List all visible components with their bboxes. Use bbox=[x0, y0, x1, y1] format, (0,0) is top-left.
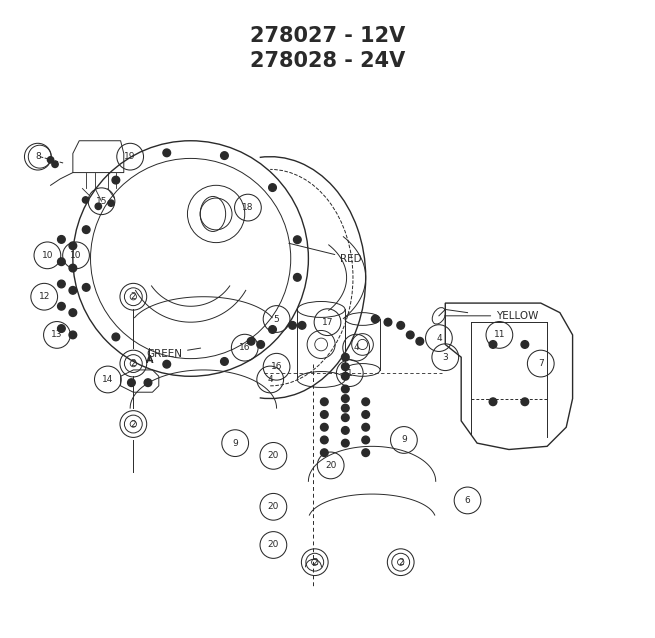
Circle shape bbox=[341, 440, 349, 447]
Circle shape bbox=[362, 398, 369, 406]
Text: 4: 4 bbox=[267, 375, 273, 384]
Circle shape bbox=[341, 363, 349, 371]
Circle shape bbox=[320, 398, 328, 406]
Circle shape bbox=[341, 404, 349, 412]
Text: 20: 20 bbox=[325, 461, 337, 470]
Text: 15: 15 bbox=[96, 197, 107, 205]
Circle shape bbox=[397, 322, 405, 329]
Circle shape bbox=[341, 373, 349, 380]
Circle shape bbox=[384, 318, 392, 326]
Circle shape bbox=[58, 258, 66, 265]
Circle shape bbox=[289, 322, 296, 329]
Text: 278028 - 24V: 278028 - 24V bbox=[250, 51, 405, 71]
Text: 5: 5 bbox=[274, 315, 280, 323]
Text: 1: 1 bbox=[347, 369, 352, 378]
Text: 10: 10 bbox=[42, 251, 53, 260]
Circle shape bbox=[298, 322, 306, 329]
Text: YELLOW: YELLOW bbox=[445, 311, 538, 321]
Circle shape bbox=[489, 341, 497, 348]
Circle shape bbox=[163, 149, 170, 157]
Circle shape bbox=[407, 331, 414, 339]
Circle shape bbox=[58, 235, 66, 243]
Circle shape bbox=[221, 358, 228, 366]
Circle shape bbox=[144, 379, 152, 387]
Circle shape bbox=[58, 325, 66, 332]
Circle shape bbox=[128, 379, 135, 387]
Circle shape bbox=[269, 325, 276, 333]
Text: 19: 19 bbox=[124, 152, 136, 161]
Circle shape bbox=[83, 226, 90, 234]
Text: 2: 2 bbox=[312, 558, 318, 567]
Circle shape bbox=[221, 152, 228, 160]
Text: GREEN: GREEN bbox=[146, 348, 200, 359]
Text: 20: 20 bbox=[268, 540, 279, 549]
Circle shape bbox=[521, 398, 529, 406]
Circle shape bbox=[95, 203, 102, 209]
Circle shape bbox=[416, 338, 424, 345]
Circle shape bbox=[293, 274, 301, 281]
Circle shape bbox=[112, 333, 120, 341]
Circle shape bbox=[58, 280, 66, 288]
Text: 3: 3 bbox=[442, 353, 448, 362]
Text: 18: 18 bbox=[242, 203, 253, 212]
Circle shape bbox=[83, 283, 90, 291]
Circle shape bbox=[52, 161, 58, 168]
Text: 16: 16 bbox=[239, 343, 250, 352]
Circle shape bbox=[69, 331, 77, 339]
Circle shape bbox=[362, 424, 369, 431]
Circle shape bbox=[108, 200, 114, 206]
Circle shape bbox=[320, 411, 328, 419]
Text: 10: 10 bbox=[70, 251, 82, 260]
Circle shape bbox=[112, 176, 120, 184]
Circle shape bbox=[362, 436, 369, 444]
Text: A: A bbox=[145, 355, 153, 366]
Text: 278027 - 12V: 278027 - 12V bbox=[250, 26, 405, 46]
Text: 6: 6 bbox=[464, 496, 470, 505]
Circle shape bbox=[320, 424, 328, 431]
Text: 13: 13 bbox=[51, 330, 63, 339]
Circle shape bbox=[341, 427, 349, 434]
Circle shape bbox=[341, 395, 349, 403]
Text: 17: 17 bbox=[322, 318, 333, 327]
Circle shape bbox=[269, 184, 276, 191]
Text: 11: 11 bbox=[494, 330, 505, 339]
Text: 20: 20 bbox=[268, 502, 279, 511]
Text: 4: 4 bbox=[436, 334, 441, 343]
Text: 9: 9 bbox=[233, 439, 238, 448]
Circle shape bbox=[362, 411, 369, 419]
Circle shape bbox=[69, 264, 77, 272]
Circle shape bbox=[69, 242, 77, 249]
Circle shape bbox=[83, 197, 89, 203]
Circle shape bbox=[320, 436, 328, 444]
Circle shape bbox=[341, 414, 349, 422]
Circle shape bbox=[163, 360, 170, 368]
Text: 8: 8 bbox=[35, 152, 41, 161]
Text: 2: 2 bbox=[130, 292, 136, 301]
Circle shape bbox=[248, 338, 255, 345]
Circle shape bbox=[69, 309, 77, 316]
Text: 12: 12 bbox=[39, 292, 50, 301]
Circle shape bbox=[293, 236, 301, 244]
Circle shape bbox=[341, 385, 349, 393]
Circle shape bbox=[257, 341, 265, 348]
Circle shape bbox=[371, 315, 379, 323]
Text: 20: 20 bbox=[268, 451, 279, 461]
Text: 7: 7 bbox=[538, 359, 544, 368]
Circle shape bbox=[69, 286, 77, 294]
Text: 2: 2 bbox=[130, 420, 136, 429]
Text: 9: 9 bbox=[401, 436, 407, 445]
Circle shape bbox=[47, 157, 54, 163]
Circle shape bbox=[320, 449, 328, 457]
Circle shape bbox=[58, 302, 66, 310]
Circle shape bbox=[521, 341, 529, 348]
Text: 16: 16 bbox=[271, 362, 282, 371]
Circle shape bbox=[341, 353, 349, 361]
Text: 4: 4 bbox=[353, 343, 359, 352]
Text: RED: RED bbox=[289, 243, 362, 263]
Text: 14: 14 bbox=[102, 375, 113, 384]
Text: 2: 2 bbox=[398, 558, 403, 567]
Circle shape bbox=[362, 449, 369, 457]
Circle shape bbox=[489, 398, 497, 406]
Text: 2: 2 bbox=[130, 359, 136, 368]
